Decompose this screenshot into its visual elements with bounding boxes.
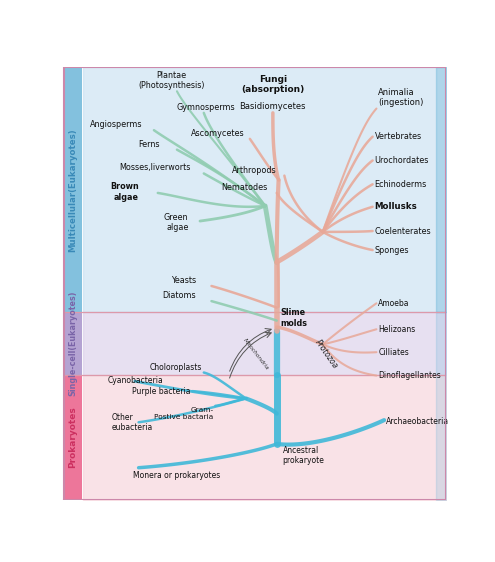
Text: Gram-
Postive bactaria: Gram- Postive bactaria bbox=[154, 407, 213, 420]
Text: Purple bacteria: Purple bacteria bbox=[132, 387, 191, 396]
Text: Other
eubacteria: Other eubacteria bbox=[112, 413, 153, 432]
Text: Multicellular(Eukaryotes): Multicellular(Eukaryotes) bbox=[68, 128, 77, 252]
Bar bbox=[64, 375, 82, 500]
Text: Fungi
(absorption): Fungi (absorption) bbox=[241, 75, 304, 94]
Text: Slime
molds: Slime molds bbox=[281, 309, 307, 328]
Text: Choloroplasts: Choloroplasts bbox=[149, 362, 202, 371]
Text: Protozoa: Protozoa bbox=[313, 338, 340, 370]
Text: Sponges: Sponges bbox=[375, 246, 409, 255]
Text: Animalia
(ingestion): Animalia (ingestion) bbox=[378, 88, 424, 107]
Text: Angiosperms: Angiosperms bbox=[90, 120, 143, 129]
Bar bbox=[64, 312, 82, 375]
Text: Mollusks: Mollusks bbox=[375, 202, 417, 211]
Text: Ancestral
prokaryote: Ancestral prokaryote bbox=[283, 446, 324, 465]
Text: Green
algae: Green algae bbox=[164, 212, 189, 232]
Text: Yeasts: Yeasts bbox=[171, 276, 196, 285]
Text: Basidiomycetes: Basidiomycetes bbox=[240, 102, 306, 111]
Text: Coelenterates: Coelenterates bbox=[375, 226, 431, 235]
Text: Single-cell(Eukaryotes): Single-cell(Eukaryotes) bbox=[68, 291, 77, 396]
Text: Ferns: Ferns bbox=[138, 140, 160, 149]
Text: Cilliates: Cilliates bbox=[378, 348, 409, 357]
Text: Dinoflagellantes: Dinoflagellantes bbox=[378, 371, 441, 380]
Text: Brown
algae: Brown algae bbox=[110, 183, 139, 202]
Text: Diatoms: Diatoms bbox=[162, 291, 196, 300]
Text: Vertebrates: Vertebrates bbox=[375, 132, 422, 141]
Text: Nematodes: Nematodes bbox=[221, 183, 267, 192]
Text: Urochordates: Urochordates bbox=[375, 156, 429, 165]
Text: Plantae
(Photosynthesis): Plantae (Photosynthesis) bbox=[138, 71, 204, 90]
Text: Ascomycetes: Ascomycetes bbox=[191, 129, 244, 138]
Text: Gymnosperms: Gymnosperms bbox=[176, 103, 235, 112]
Text: Mitochondria: Mitochondria bbox=[242, 337, 269, 371]
Text: Arthropods: Arthropods bbox=[232, 166, 277, 175]
Text: Monera or prokaryotes: Monera or prokaryotes bbox=[133, 471, 220, 480]
Text: Archaeobacteria: Archaeobacteria bbox=[386, 417, 449, 426]
Text: Prokaryotes: Prokaryotes bbox=[68, 406, 77, 468]
Bar bbox=[64, 67, 82, 312]
Text: Amoeba: Amoeba bbox=[378, 299, 410, 308]
Text: Cyanobacteria: Cyanobacteria bbox=[108, 376, 164, 385]
Text: Echinoderms: Echinoderms bbox=[375, 180, 427, 189]
Text: Helizoans: Helizoans bbox=[378, 325, 416, 334]
Text: Mosses,liverworts: Mosses,liverworts bbox=[119, 163, 191, 172]
